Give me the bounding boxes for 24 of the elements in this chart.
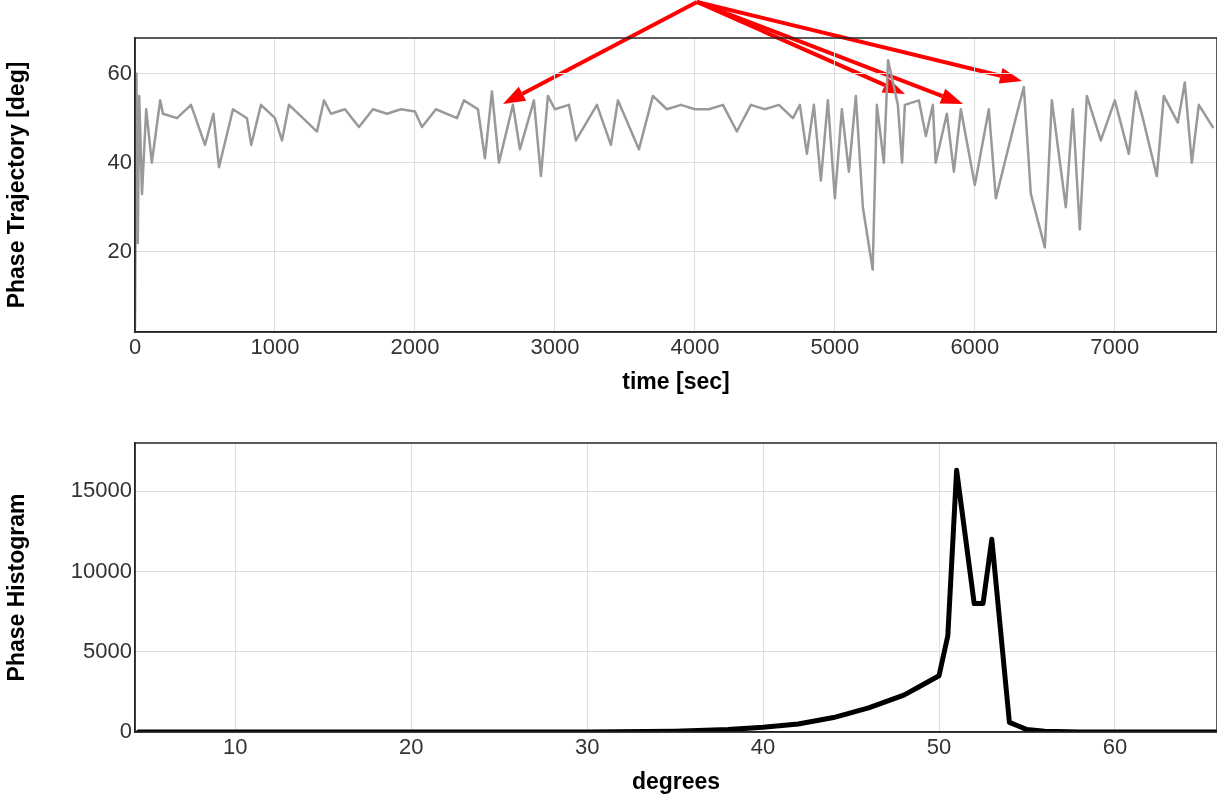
x-tick-label: 60 <box>1102 734 1128 760</box>
y-tick-label: 60 <box>107 59 132 85</box>
x-tick-label: 50 <box>926 734 952 760</box>
x-tick-label: 2000 <box>390 334 440 360</box>
x-tick-label: 20 <box>398 734 424 760</box>
y-tick-label: 5000 <box>83 637 132 663</box>
x-axis-title: time [sec] <box>622 367 730 394</box>
y-tick-label: 20 <box>107 237 132 263</box>
x-tick-label: 1000 <box>250 334 300 360</box>
x-tick-label: 6000 <box>950 334 1000 360</box>
x-axis-title: degrees <box>631 767 721 794</box>
x-tick-label: 7000 <box>1090 334 1140 360</box>
x-tick-label: 40 <box>750 734 776 760</box>
y-axis-title: Phase Trajectory [deg] <box>3 61 30 309</box>
y-tick-label: 10000 <box>70 557 132 583</box>
x-tick-label: 10 <box>223 734 248 760</box>
y-tick-label: 40 <box>107 148 132 174</box>
y-tick-label: 0 <box>119 718 132 744</box>
x-tick-label: 30 <box>574 734 600 760</box>
x-tick-label: 3000 <box>530 334 580 360</box>
x-tick-label: 4000 <box>670 334 720 360</box>
y-axis-title: Phase Histogram <box>3 493 30 682</box>
y-tick-label: 15000 <box>70 477 132 503</box>
x-tick-label: 5000 <box>810 334 860 360</box>
